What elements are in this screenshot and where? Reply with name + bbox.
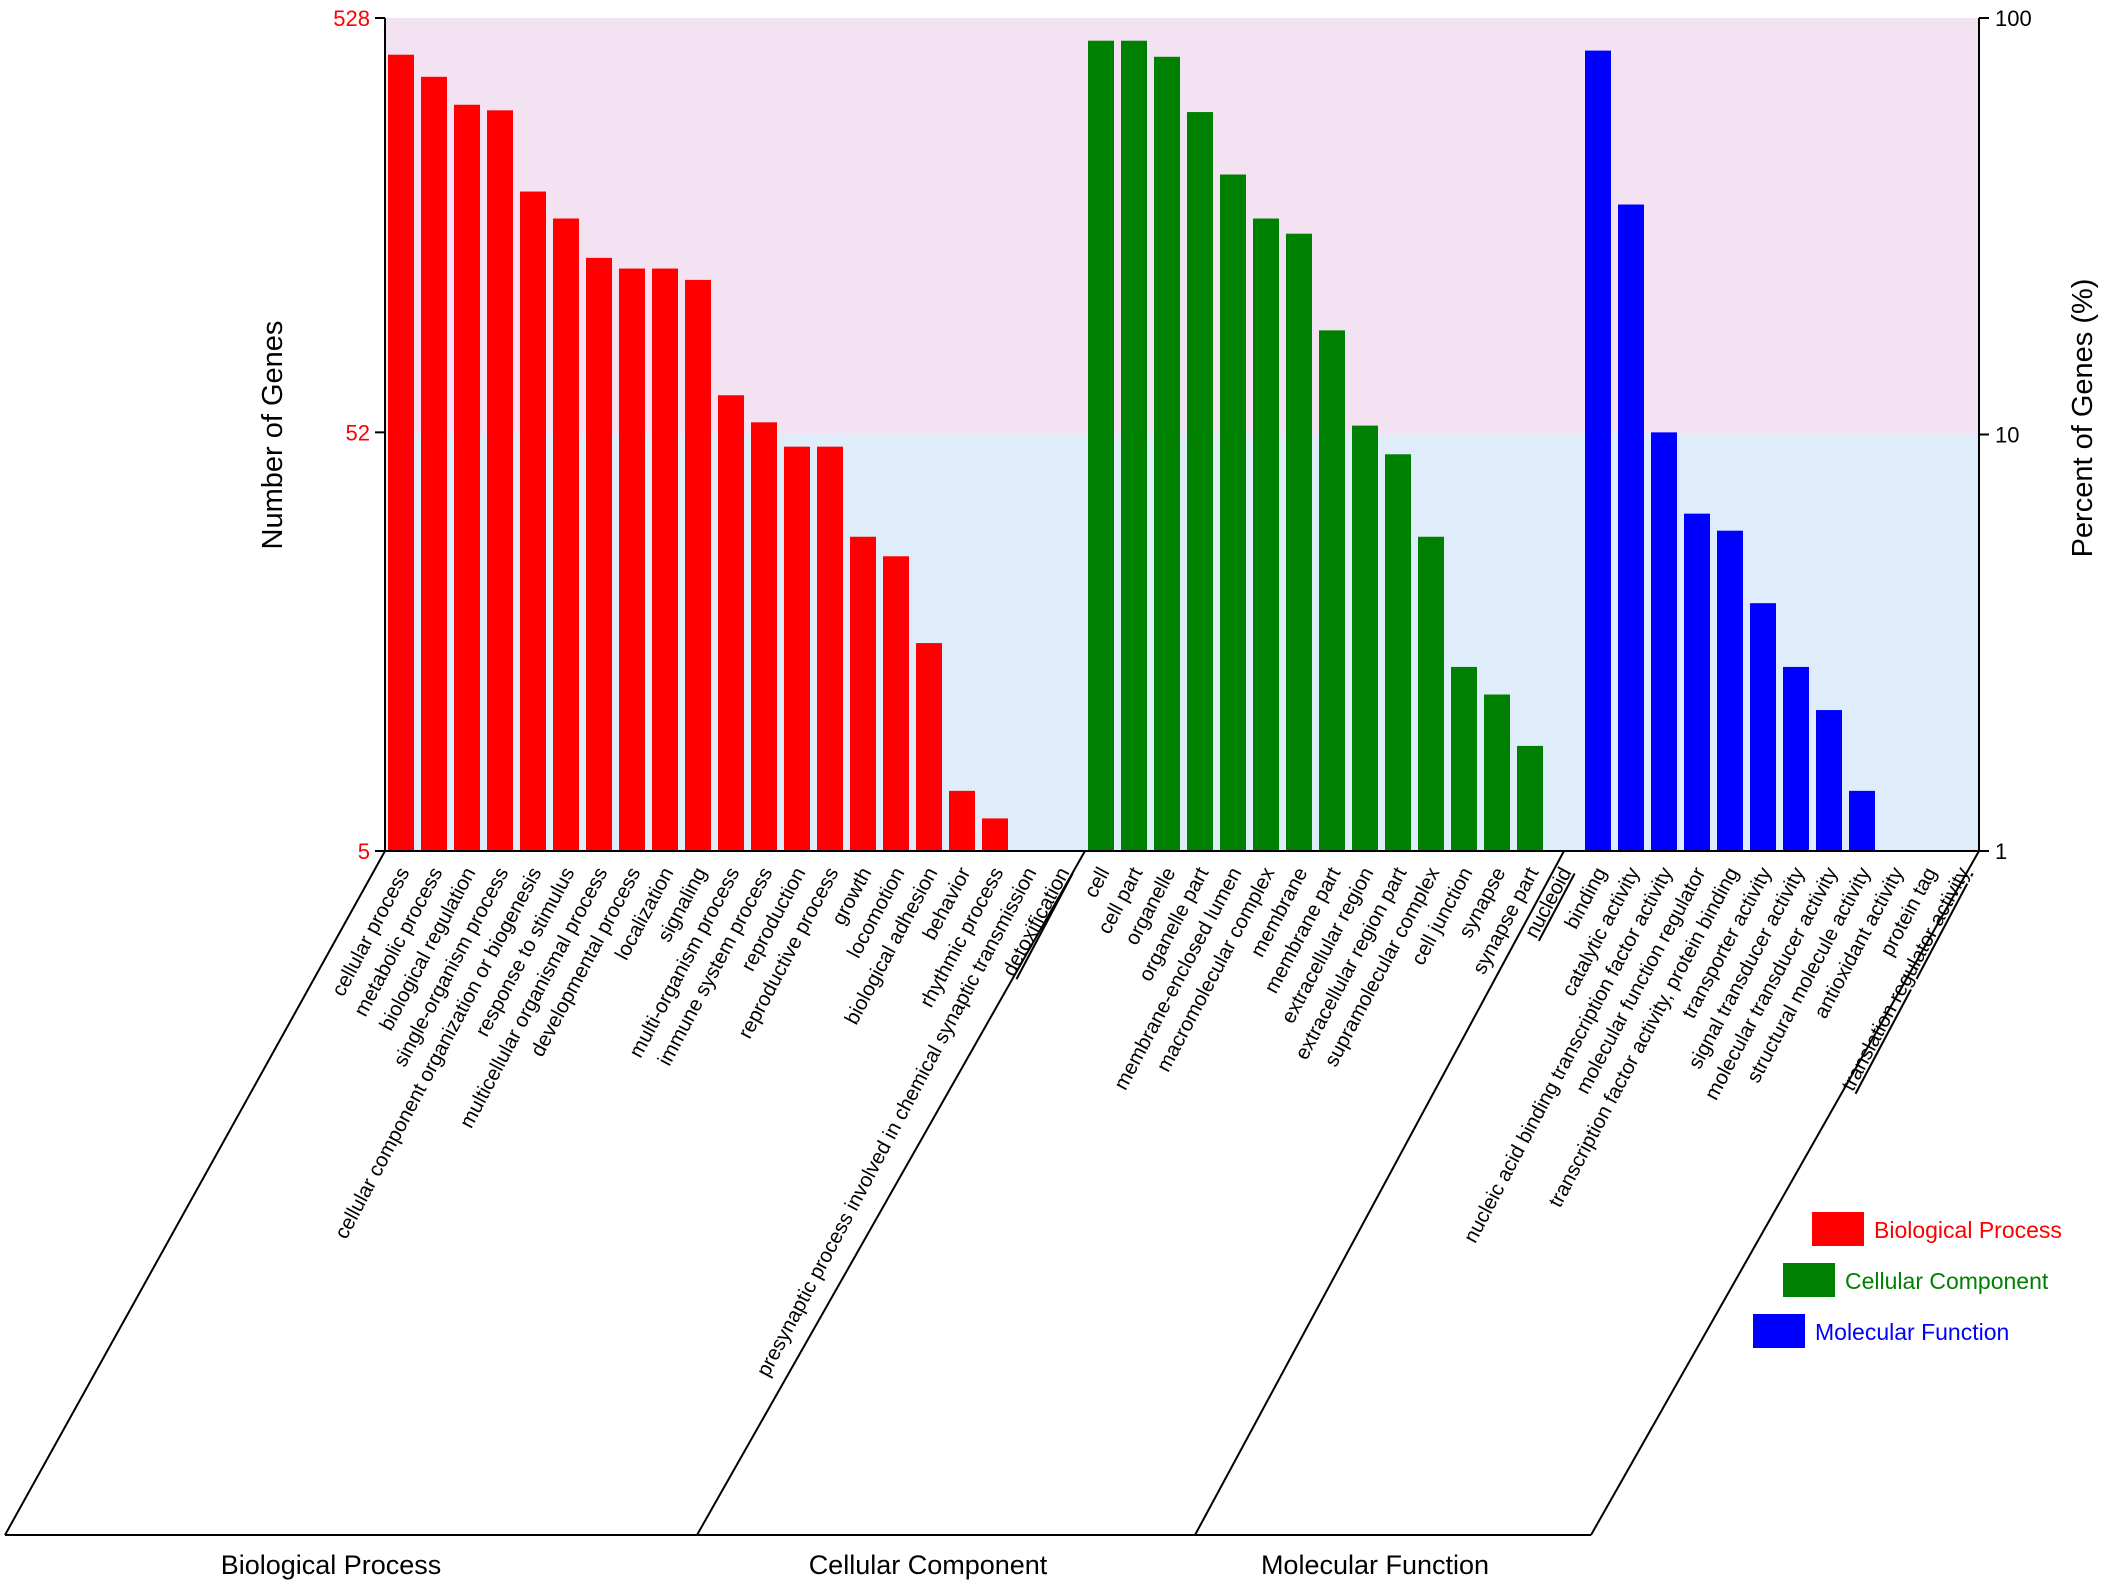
bar-membrane	[1286, 233, 1312, 851]
bar-membrane-part	[1319, 330, 1345, 851]
group-label-biological-process: Biological Process	[221, 1550, 442, 1580]
bar-transcription-factor-activity-protein-binding	[1717, 530, 1743, 851]
bar-rhythmic-process	[982, 818, 1008, 851]
y2-tick-label: 1	[1995, 839, 2007, 864]
bar-response-to-stimulus	[553, 218, 579, 852]
bar-extracellular-region	[1352, 425, 1378, 851]
legend-swatch-biological-process	[1812, 1212, 1864, 1246]
bar-transporter-activity	[1750, 603, 1776, 851]
bar-growth	[850, 536, 876, 851]
background-band-1	[385, 434, 1979, 851]
y-axis-label: Number of Genes	[257, 321, 289, 550]
bar-signaling	[685, 279, 711, 851]
bar-biological-regulation	[454, 104, 480, 852]
bar-metabolic-process	[421, 76, 447, 852]
bar-reproduction	[784, 446, 810, 851]
bar-locomotion	[883, 556, 909, 851]
bar-structural-molecule-activity	[1849, 790, 1875, 851]
bar-reproductive-process	[817, 446, 843, 851]
left-y-ticks: 528 52 5	[333, 6, 385, 864]
bar-membrane-enclosed-lumen	[1220, 174, 1246, 851]
bar-catalytic-activity	[1618, 204, 1644, 852]
y2-tick-label: 100	[1995, 6, 2032, 31]
bar-cell	[1088, 40, 1114, 852]
y2-tick-label: 10	[1995, 423, 2019, 448]
y-tick-label: 5	[358, 839, 370, 864]
bar-series	[388, 40, 1875, 852]
bar-multi-organism-process	[718, 395, 744, 851]
bar-cellular-component-organization-or-biogenesis	[520, 191, 546, 851]
bar-macromolecular-complex	[1253, 218, 1279, 852]
bar-single-organism-process	[487, 110, 513, 852]
background-band-0	[385, 18, 1979, 435]
y2-axis-label: Percent of Genes (%)	[2067, 279, 2099, 558]
group-labels: Biological Process Cellular Component Mole…	[221, 1550, 1489, 1580]
bar-organelle	[1154, 56, 1180, 852]
group-divider-line	[1194, 850, 1565, 1536]
legend-label-molecular-function: Molecular Function	[1815, 1319, 2009, 1345]
bar-cell-part	[1121, 40, 1147, 852]
y-tick-label: 528	[333, 6, 370, 31]
right-y-ticks: 100 10 1	[1979, 6, 2032, 864]
group-divider-line	[696, 850, 1086, 1536]
bar-biological-adhesion	[916, 643, 942, 851]
bar-cell-junction	[1451, 666, 1477, 851]
legend-label-biological-process: Biological Process	[1874, 1217, 2062, 1243]
bar-binding	[1585, 50, 1611, 852]
bar-molecular-transducer-activity	[1816, 710, 1842, 851]
group-label-cellular-component: Cellular Component	[809, 1550, 1048, 1580]
bar-extracellular-region-part	[1385, 454, 1411, 851]
bar-synapse	[1484, 694, 1510, 851]
bar-cellular-process	[388, 54, 414, 852]
bar-nucleic-acid-binding-transcription-factor-activity	[1651, 432, 1677, 851]
bar-molecular-function-regulator	[1684, 513, 1710, 851]
legend-label-cellular-component: Cellular Component	[1845, 1268, 2049, 1294]
bar-developmental-process	[619, 268, 645, 851]
bar-organelle-part	[1187, 112, 1213, 852]
group-label-molecular-function: Molecular Function	[1261, 1550, 1489, 1580]
y-tick-label: 52	[346, 420, 370, 445]
legend: Biological Process Cellular Component Mole…	[1753, 1212, 2062, 1348]
bar-localization	[652, 268, 678, 851]
bar-multicellular-organismal-process	[586, 257, 612, 851]
bar-supramolecular-complex	[1418, 536, 1444, 851]
bar-immune-system-process	[751, 422, 777, 851]
bar-behavior	[949, 790, 975, 851]
bar-signal-transducer-activity	[1783, 666, 1809, 851]
legend-swatch-molecular-function	[1753, 1314, 1805, 1348]
background-bands	[385, 18, 1979, 851]
group-divider-line	[4, 850, 386, 1536]
group-divider-line	[1590, 850, 1980, 1536]
bar-synapse-part	[1517, 745, 1543, 851]
group-dividers	[4, 850, 1980, 1536]
legend-swatch-cellular-component	[1783, 1263, 1835, 1297]
